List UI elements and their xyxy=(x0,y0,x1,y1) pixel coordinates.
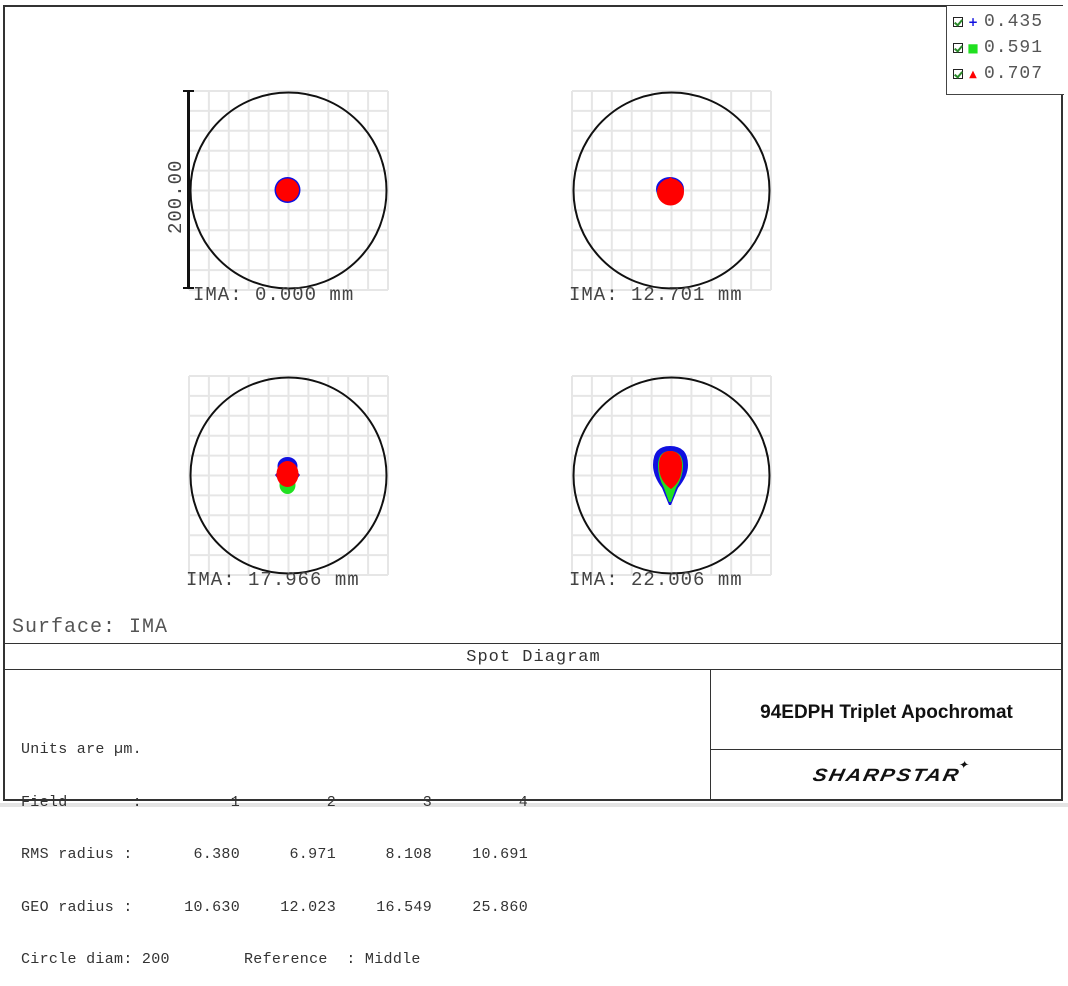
triangle-marker-icon: ▲ xyxy=(969,68,977,80)
brand-logo: SHARPSTAR ✦ xyxy=(711,750,1062,801)
field-number: 1 xyxy=(230,793,240,811)
row-label: RMS radius : xyxy=(21,846,133,863)
scale-bar-cap-top xyxy=(183,90,194,92)
field-number: 2 xyxy=(326,793,336,811)
chart-title: Spot Diagram xyxy=(466,648,601,667)
legend-item-0435[interactable]: + 0.435 xyxy=(953,10,1043,34)
plot-label-field-4: IMA: 22.006 mm xyxy=(569,569,743,591)
checkbox-icon[interactable] xyxy=(953,69,963,79)
field-row: Field : 1 2 3 4 xyxy=(21,794,528,812)
spot-plot-graphic xyxy=(571,90,772,291)
circle-diam: Circle diam: 200 xyxy=(21,951,170,968)
legend-wavelength: 0.707 xyxy=(984,64,1044,84)
spot-plot-field-2 xyxy=(571,90,772,291)
product-title: 94EDPH Triplet Apochromat xyxy=(760,702,1013,723)
rms-value: 8.108 xyxy=(385,846,432,863)
spot-diagram-frame xyxy=(3,5,1063,801)
units-note: Units are µm. xyxy=(21,741,142,758)
legend-item-0591[interactable]: ■ 0.591 xyxy=(953,36,1043,60)
row-label: Field : xyxy=(21,793,142,811)
row-label: GEO radius : xyxy=(21,898,133,916)
rms-value: 6.380 xyxy=(193,846,240,863)
legend-wavelength: 0.591 xyxy=(984,38,1044,58)
spot-plot-field-4 xyxy=(571,375,772,576)
surface-label: Surface: IMA xyxy=(12,616,169,639)
plot-label-field-2: IMA: 12.701 mm xyxy=(569,284,743,306)
legend-wavelength: 0.435 xyxy=(984,12,1044,32)
plot-label-field-1: IMA: 0.000 mm xyxy=(193,284,355,306)
spot-plot-graphic xyxy=(571,375,772,576)
reference: Reference : Middle xyxy=(244,951,421,968)
circle-reference-row: Circle diam: 200 Reference : Middle xyxy=(21,951,528,969)
divider xyxy=(710,669,711,801)
square-marker-icon: ■ xyxy=(967,41,979,55)
geo-value: 16.549 xyxy=(376,898,432,916)
field-number: 4 xyxy=(518,793,528,811)
rms-value: 6.971 xyxy=(289,846,336,863)
divider xyxy=(5,643,1062,644)
scale-bar xyxy=(187,91,190,288)
brand-name: SHARPSTAR xyxy=(810,765,963,785)
bottom-strip xyxy=(0,803,1068,807)
spot-plot-field-1 xyxy=(188,90,389,291)
rms-radius-row: RMS radius : 6.380 6.971 8.108 10.691 xyxy=(21,846,528,864)
scale-bar-cap-bottom xyxy=(183,287,194,289)
geo-value: 12.023 xyxy=(280,898,336,916)
checkbox-icon[interactable] xyxy=(953,17,963,27)
geo-value: 25.860 xyxy=(472,898,528,916)
scale-bar-label: 200.00 xyxy=(165,159,187,234)
wavelength-legend: + 0.435 ■ 0.591 ▲ 0.707 xyxy=(946,6,1064,95)
legend-item-0707[interactable]: ▲ 0.707 xyxy=(953,62,1043,86)
star-icon: ✦ xyxy=(957,757,973,771)
spot-plot-graphic xyxy=(188,375,389,576)
rms-value: 10.691 xyxy=(472,846,528,863)
plot-label-field-3: IMA: 17.966 mm xyxy=(186,569,360,591)
field-number: 3 xyxy=(422,793,432,811)
divider xyxy=(5,669,1062,670)
spot-plot-graphic xyxy=(188,90,389,291)
plus-marker-icon: + xyxy=(967,15,979,29)
spot-statistics: Units are µm. Field : 1 2 3 4 RMS radius… xyxy=(21,706,528,986)
checkbox-icon[interactable] xyxy=(953,43,963,53)
geo-radius-row: GEO radius : 10.630 12.023 16.549 25.860 xyxy=(21,899,528,917)
geo-value: 10.630 xyxy=(184,898,240,916)
divider xyxy=(710,749,1062,750)
spot-plot-field-3 xyxy=(188,375,389,576)
